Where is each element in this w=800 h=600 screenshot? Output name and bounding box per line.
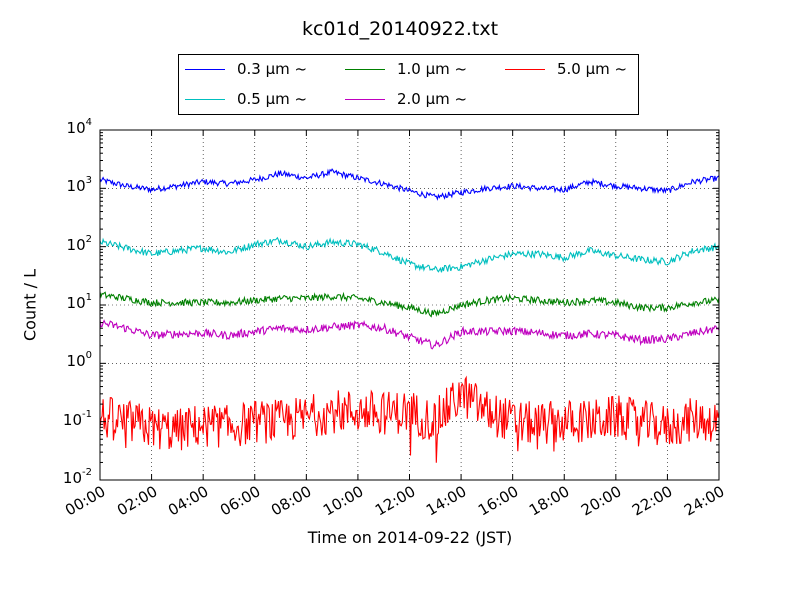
- series-line: [99, 291, 720, 318]
- legend-item-1.0um: 1.0 μm ~: [345, 59, 467, 79]
- series-line: [99, 168, 720, 201]
- y-tick-label: 101: [66, 292, 92, 312]
- legend-label: 0.3 μm ~: [237, 60, 308, 78]
- legend-label: 2.0 μm ~: [397, 90, 468, 108]
- legend-swatch: [345, 68, 385, 70]
- legend-swatch: [185, 68, 225, 70]
- chart-title: kc01d_20140922.txt: [301, 18, 499, 40]
- legend-swatch: [185, 98, 225, 100]
- legend-item-0.5um: 0.5 μm ~: [185, 89, 307, 109]
- y-tick-label: 103: [66, 175, 92, 196]
- y-tick-label: 10-1: [62, 408, 92, 429]
- legend-swatch: [505, 68, 545, 70]
- legend-item-5.0um: 5.0 μm ~: [505, 59, 627, 79]
- legend-label: 1.0 μm ~: [397, 60, 468, 78]
- legend-item-2.0um: 2.0 μm ~: [345, 89, 467, 109]
- y-axis-label: Count / L: [20, 269, 40, 341]
- x-axis-label: Time on 2014-09-22 (JST): [307, 528, 513, 547]
- y-tick-label: 100: [66, 350, 92, 371]
- legend-label: 5.0 μm ~: [557, 60, 628, 78]
- legend-swatch: [345, 98, 385, 100]
- legend-label: 0.5 μm ~: [237, 90, 308, 108]
- series-line: [99, 236, 720, 273]
- series-line: [99, 375, 720, 463]
- y-tick-label: 102: [66, 233, 92, 254]
- y-tick-label: 10-2: [62, 467, 92, 487]
- y-tick-label: 104: [66, 117, 92, 137]
- legend: 0.3 μm ~ 1.0 μm ~ 5.0 μm ~ 0.5 μm ~ 2.0 …: [178, 54, 639, 115]
- series-line: [99, 319, 720, 350]
- legend-item-0.3um: 0.3 μm ~: [185, 59, 307, 79]
